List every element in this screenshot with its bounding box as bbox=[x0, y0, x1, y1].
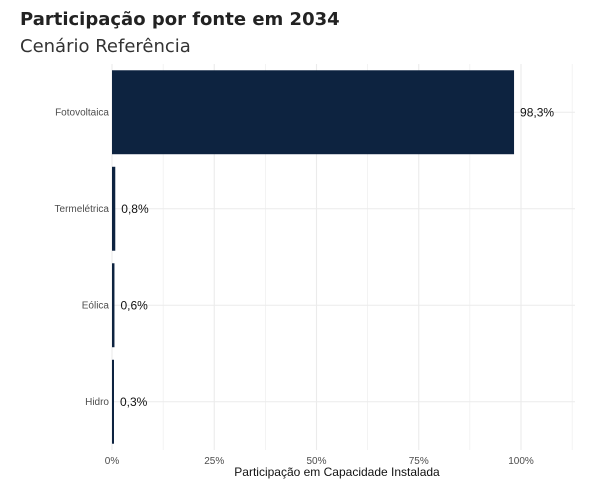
x-tick-label: 75% bbox=[409, 456, 429, 467]
x-axis-title: Participação em Capacidade Instalada bbox=[234, 465, 440, 479]
data-label: 0,6% bbox=[120, 298, 148, 312]
x-tick-label: 25% bbox=[204, 456, 224, 467]
bars bbox=[112, 70, 515, 444]
bar-eólica bbox=[112, 263, 115, 348]
x-tick-label: 50% bbox=[306, 456, 326, 467]
chart-title: Participação por fonte em 2034 bbox=[20, 9, 340, 30]
x-tick-label: 100% bbox=[508, 456, 534, 467]
data-label: 98,3% bbox=[520, 105, 554, 119]
bar-fotovoltaica bbox=[112, 70, 515, 155]
x-tick-label: 0% bbox=[105, 456, 120, 467]
data-label: 0,3% bbox=[120, 395, 148, 409]
bar-hidro bbox=[112, 359, 114, 444]
data-label: 0,8% bbox=[121, 202, 149, 216]
category-label: Hidro bbox=[85, 397, 109, 408]
labels: Fotovoltaica 98,3% Termelétrica 0,8% Eólica 0… bbox=[55, 105, 555, 467]
category-label: Eólica bbox=[82, 300, 110, 311]
chart-subtitle: Cenário Referência bbox=[20, 36, 191, 57]
bar-termelétrica bbox=[112, 166, 116, 251]
category-label: Termelétrica bbox=[55, 204, 110, 215]
category-label: Fotovoltaica bbox=[55, 107, 109, 118]
